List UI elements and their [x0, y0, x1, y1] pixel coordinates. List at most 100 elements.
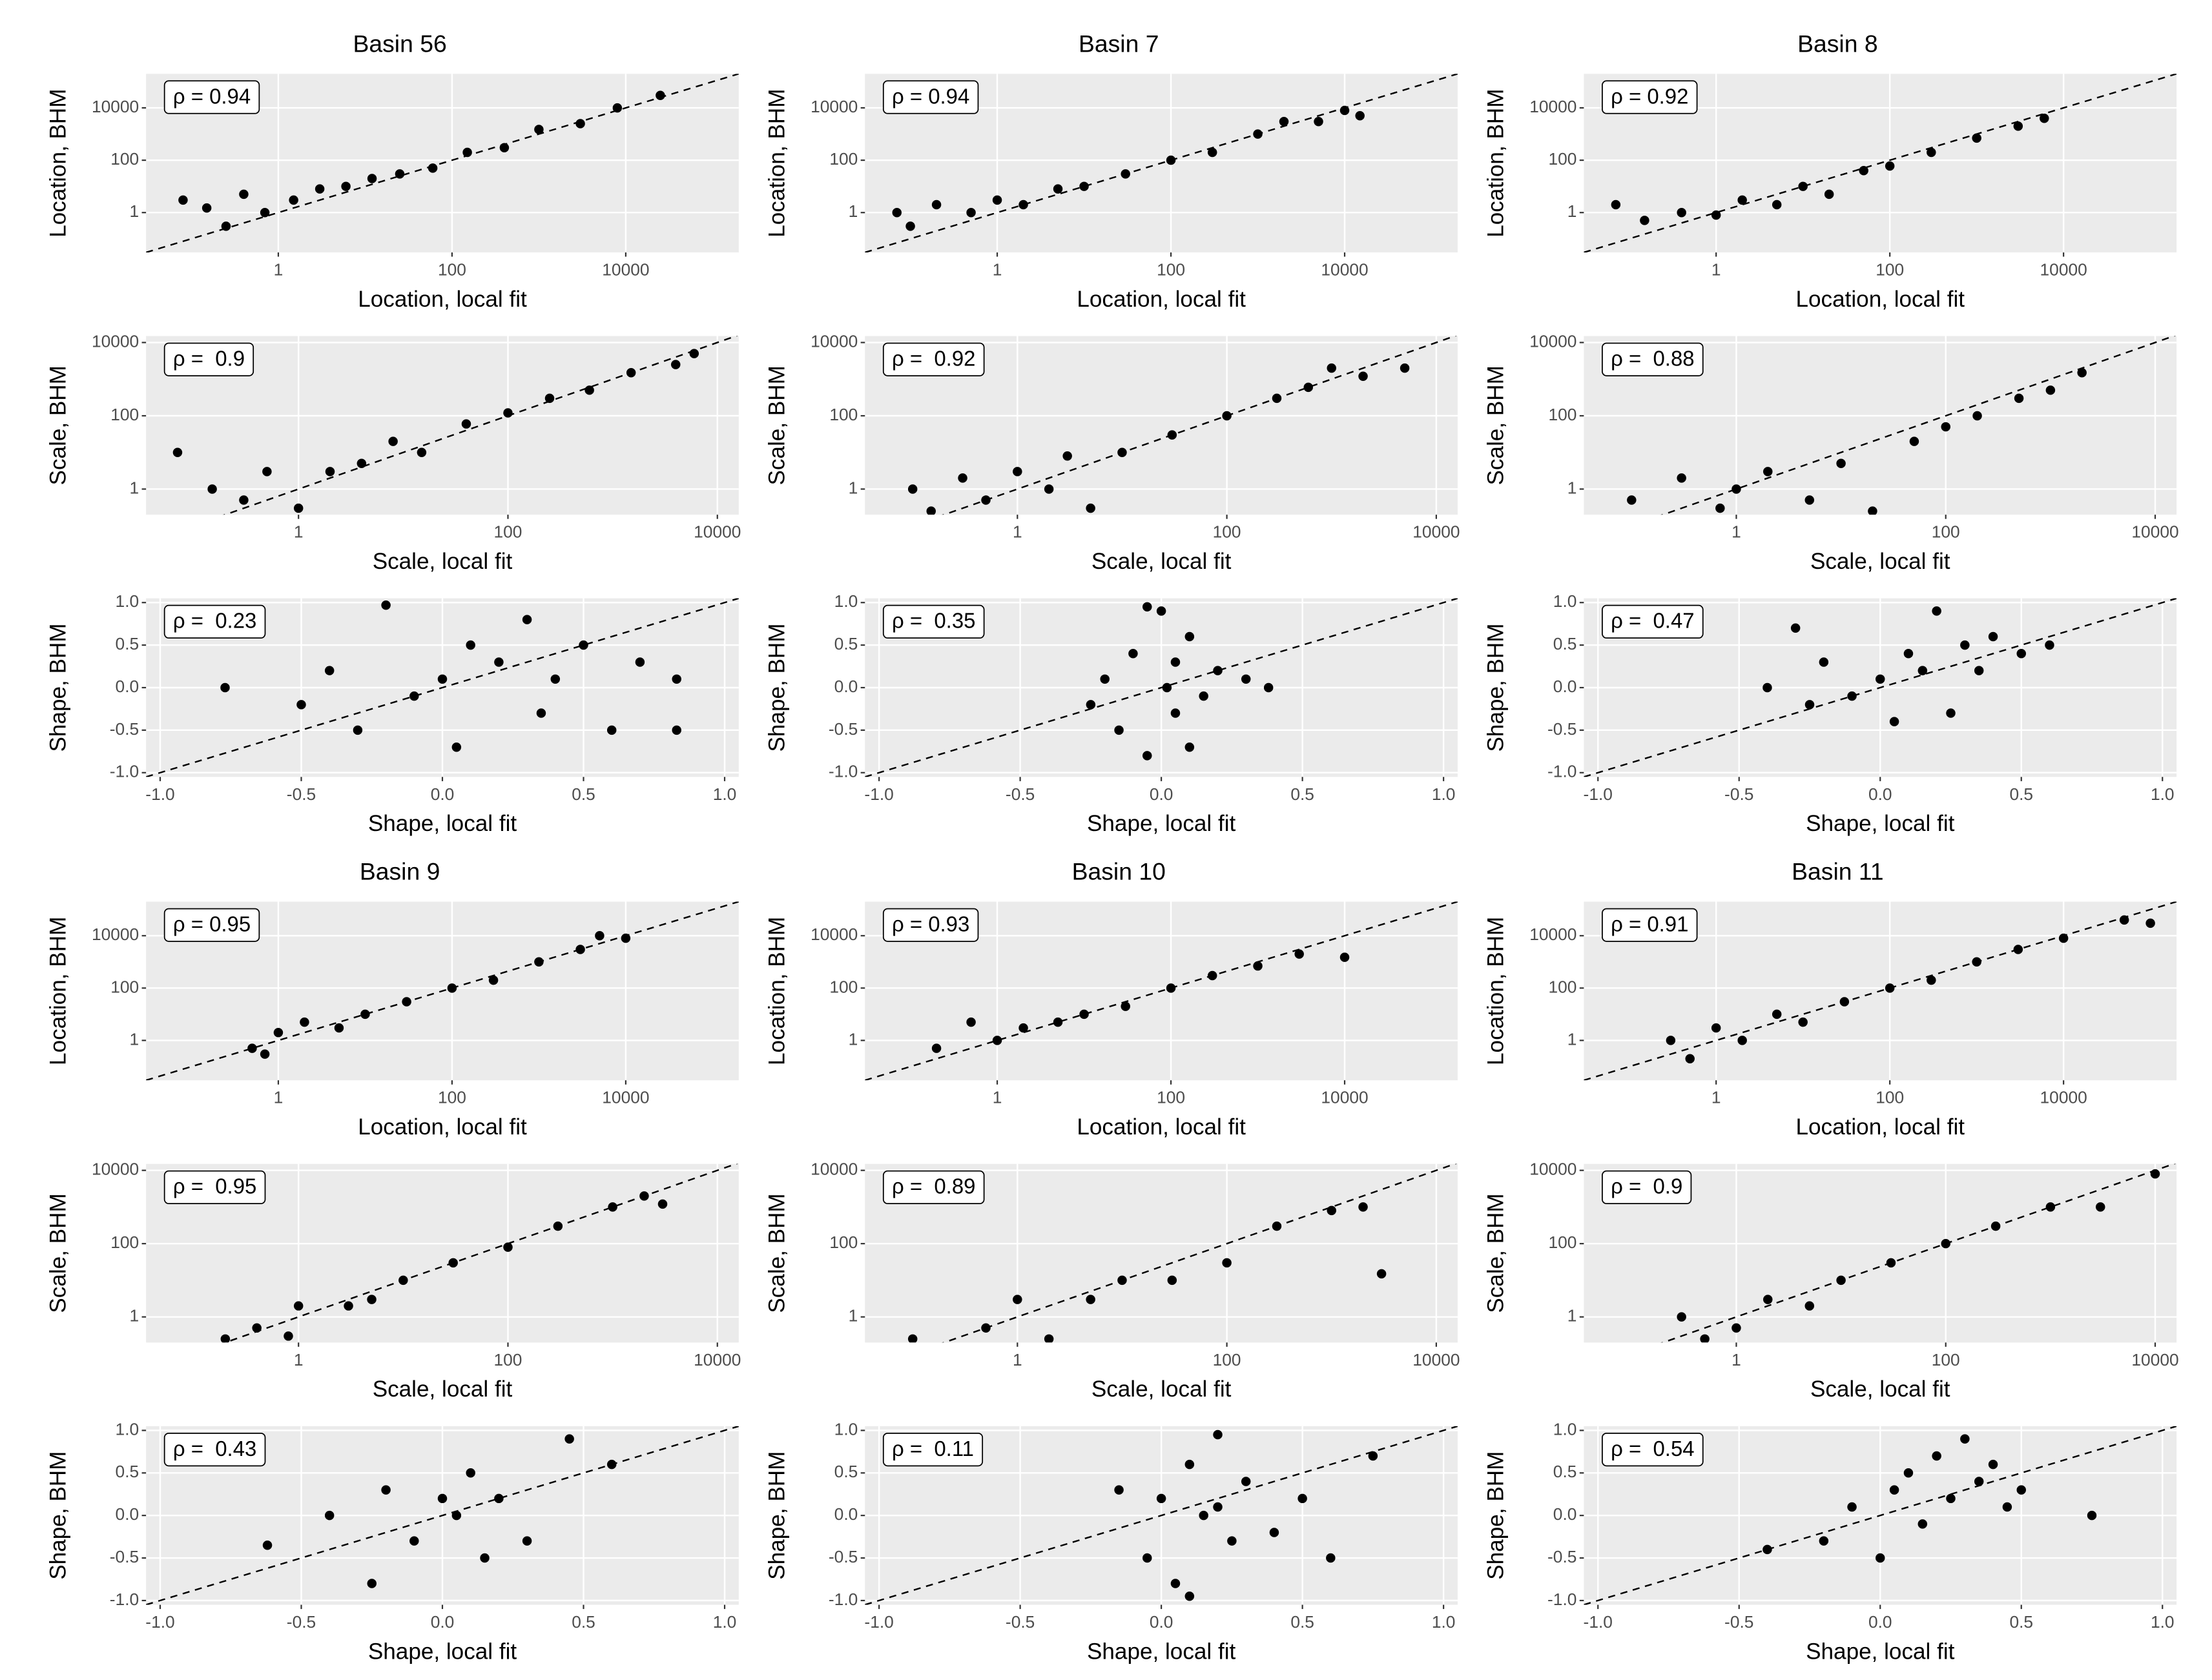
- point: [1972, 957, 1981, 967]
- y-axis-title: Scale, BHM: [765, 365, 790, 485]
- y-tick-label: -1.0: [110, 1590, 139, 1609]
- plot-area: [907, 1163, 1458, 1343]
- point: [1972, 411, 1982, 421]
- point: [1836, 458, 1846, 469]
- point: [1988, 631, 1998, 642]
- y-tick-label: -1.0: [110, 762, 139, 781]
- x-tick-label: 1: [1711, 260, 1721, 279]
- point: [2045, 640, 2054, 650]
- point: [1700, 1334, 1710, 1343]
- point: [293, 503, 304, 513]
- panel: -1.0 -0.5 0.0 0.5 1.0 -1.0 -0.5 0.0 0.5 1.0 ρ = 0.…: [1483, 1419, 2177, 1664]
- x-tick-label: 0.5: [2009, 1612, 2033, 1632]
- point: [1885, 161, 1895, 171]
- point: [367, 174, 377, 183]
- point: [575, 945, 585, 954]
- point: [353, 725, 363, 735]
- identity-line: [865, 598, 1458, 777]
- y-tick-label: -1.0: [829, 1590, 858, 1609]
- x-tick-label: 10000: [602, 1088, 649, 1107]
- x-tick-label: -0.5: [1724, 1612, 1753, 1632]
- point: [1909, 436, 1919, 446]
- point: [289, 195, 298, 205]
- x-axis-title: Location, local fit: [1077, 1114, 1246, 1140]
- y-tick-label: -0.5: [1547, 719, 1576, 739]
- point: [522, 1536, 532, 1546]
- point: [544, 393, 555, 404]
- x-tick-label: 100: [1876, 260, 1904, 279]
- point: [462, 147, 472, 158]
- point: [480, 1553, 490, 1563]
- y-tick-label: 1: [1567, 1306, 1577, 1326]
- point: [1763, 467, 1773, 476]
- chart-title: Basin 10: [1072, 857, 1166, 885]
- point: [2150, 1169, 2160, 1179]
- x-tick-label: 0.5: [1290, 1612, 1314, 1632]
- point: [1303, 382, 1314, 393]
- plot-area: [865, 901, 1458, 1081]
- point: [1079, 181, 1089, 191]
- point: [296, 700, 306, 710]
- point: [1611, 200, 1621, 210]
- point: [905, 221, 915, 231]
- annotation-box: [882, 908, 979, 942]
- x-tick-label: 1.0: [713, 784, 737, 804]
- y-tick-label: 1.0: [834, 1419, 858, 1439]
- x-tick-label: -1.0: [864, 1612, 893, 1632]
- annotation: ρ = 0.93: [892, 912, 969, 936]
- chart-title: Basin 9: [360, 857, 440, 885]
- y-axis-title: Location, BHM: [765, 89, 790, 238]
- point: [606, 1459, 617, 1470]
- point: [958, 473, 967, 483]
- y-tick-label: 100: [110, 405, 139, 424]
- point: [534, 125, 544, 134]
- point: [1128, 649, 1138, 659]
- point: [534, 957, 544, 967]
- plot-area: [1584, 598, 2177, 777]
- point: [1272, 1221, 1282, 1231]
- plot-area: [146, 901, 739, 1081]
- y-axis-title: Shape, BHM: [45, 1451, 70, 1580]
- x-axis-title: Scale, local fit: [373, 549, 513, 574]
- y-tick-label: 1: [849, 478, 858, 497]
- point: [1213, 666, 1223, 675]
- point: [608, 1202, 617, 1212]
- chart-title: Basin 11: [1792, 857, 1883, 885]
- y-tick-label: 1: [130, 201, 140, 221]
- point: [220, 682, 230, 693]
- identity-line: [223, 336, 738, 515]
- x-tick-label: 1: [294, 522, 304, 542]
- point: [1876, 674, 1885, 684]
- point: [1715, 503, 1725, 513]
- point: [2040, 113, 2049, 123]
- point: [325, 467, 335, 476]
- point: [1018, 200, 1028, 210]
- point: [428, 163, 438, 173]
- point: [1184, 742, 1195, 752]
- x-axis-title: Location, local fit: [358, 1114, 527, 1140]
- point: [357, 458, 367, 469]
- y-tick-label: 1.0: [116, 1419, 140, 1439]
- point: [1162, 682, 1172, 693]
- point: [1170, 657, 1181, 667]
- x-tick-label: 100: [1213, 522, 1241, 542]
- x-tick-label: 100: [1157, 1088, 1185, 1107]
- x-axis-title: Shape, local fit: [1806, 1639, 1955, 1664]
- x-axis-title: Scale, local fit: [1810, 549, 1950, 574]
- x-tick-label: 0.0: [431, 784, 455, 804]
- point: [1941, 1238, 1950, 1249]
- y-axis-title: Shape, BHM: [45, 623, 70, 752]
- x-tick-label: 1.0: [1432, 1612, 1456, 1632]
- x-tick-label: 0.5: [572, 784, 595, 804]
- y-axis-title: Scale, BHM: [1483, 365, 1509, 485]
- chart-title: Basin 56: [353, 30, 447, 57]
- point: [293, 1301, 304, 1311]
- identity-line: [1584, 598, 2177, 777]
- point: [1170, 708, 1181, 718]
- x-tick-label: -0.5: [1724, 784, 1753, 804]
- point: [1927, 147, 1936, 158]
- y-tick-label: 10000: [811, 97, 858, 116]
- y-tick-label: 10000: [811, 1160, 858, 1179]
- y-tick-label: 0.5: [116, 634, 140, 653]
